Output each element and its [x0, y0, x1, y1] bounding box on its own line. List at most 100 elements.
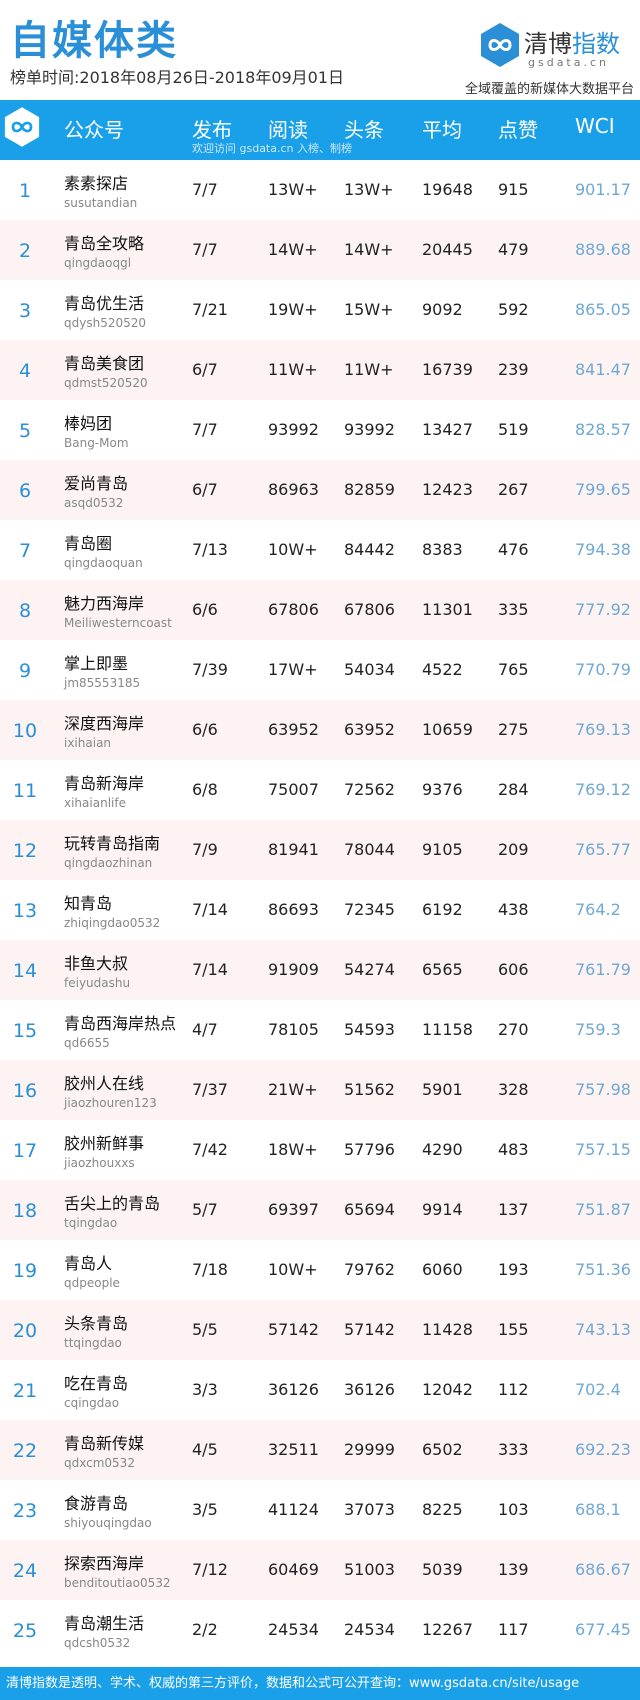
publish-count: 7/7	[192, 240, 218, 259]
headline-read: 82859	[344, 480, 395, 499]
average-read: 12267	[422, 1620, 473, 1639]
rank-number: 17	[12, 1140, 38, 1162]
account-name[interactable]: 非鱼大叔	[64, 954, 129, 973]
headline-read: 51562	[344, 1080, 395, 1099]
publish-count: 7/21	[192, 300, 228, 319]
headline-read: 65694	[344, 1200, 395, 1219]
account-name[interactable]: 青岛潮生活	[64, 1614, 145, 1633]
rank-number: 11	[12, 780, 38, 802]
table-row[interactable]: 3 青岛优生活 qdysh520520 7/21 19W+ 15W+ 9092 592 865.…	[0, 280, 640, 340]
account-name[interactable]: 棒妈团	[64, 414, 113, 433]
account-id: susutandian	[64, 196, 138, 210]
table-row[interactable]: 10 深度西海岸 ixihaian 6/6 63952 63952 10659 275 769.…	[0, 700, 640, 760]
account-name[interactable]: 青岛圈	[64, 534, 113, 553]
account-name[interactable]: 素素探店	[64, 174, 129, 193]
table-row[interactable]: 1 素素探店 susutandian 7/7 13W+ 13W+ 19648 915 901.1…	[0, 160, 640, 220]
account-name[interactable]: 青岛优生活	[64, 294, 145, 313]
like-count: 915	[498, 180, 529, 199]
brand-logo[interactable]: 清博指数 gsdata.cn	[480, 22, 630, 72]
account-name[interactable]: 探索西海岸	[64, 1554, 145, 1573]
account-name[interactable]: 头条青岛	[64, 1314, 129, 1333]
account-name[interactable]: 青岛新传媒	[64, 1434, 145, 1453]
table-row[interactable]: 22 青岛新传媒 qdxcm0532 4/5 32511 29999 6502 333 692.…	[0, 1420, 640, 1480]
account-name[interactable]: 青岛人	[64, 1254, 113, 1273]
table-row[interactable]: 18 舌尖上的青岛 tqingdao 5/7 69397 65694 9914 137 751.…	[0, 1180, 640, 1240]
publish-count: 4/5	[192, 1440, 218, 1459]
infinity-logo-icon	[4, 107, 40, 147]
account-name[interactable]: 青岛全攻略	[64, 234, 145, 253]
table-row[interactable]: 25 青岛潮生活 qdcsh0532 2/2 24534 24534 12267 117 677…	[0, 1600, 640, 1660]
account-name[interactable]: 爱尚青岛	[64, 474, 129, 493]
account-id: Meiliwesterncoast	[64, 616, 172, 630]
table-row[interactable]: 24 探索西海岸 benditoutiao0532 7/12 60469 51003 503…	[0, 1540, 640, 1600]
table-row[interactable]: 21 吃在青岛 cqingdao 3/3 36126 36126 12042 112 702.4	[0, 1360, 640, 1420]
table-row[interactable]: 4 青岛美食团 qdmst520520 6/7 11W+ 11W+ 16739 239 841.…	[0, 340, 640, 400]
page-title: 自媒体类	[10, 18, 178, 64]
account-id: feiyudashu	[64, 976, 131, 990]
table-row[interactable]: 11 青岛新海岸 xihaianlife 6/8 75007 72562 9376 284 76…	[0, 760, 640, 820]
read-count: 93992	[268, 420, 319, 439]
account-name[interactable]: 胶州新鲜事	[64, 1134, 145, 1153]
average-read: 6565	[422, 960, 463, 979]
table-row[interactable]: 5 棒妈团 Bang-Mom 7/7 93992 93992 13427 519 828.57	[0, 400, 640, 460]
account-name[interactable]: 胶州人在线	[64, 1074, 145, 1093]
publish-count: 4/7	[192, 1020, 218, 1039]
average-read: 6502	[422, 1440, 463, 1459]
read-count: 78105	[268, 1020, 319, 1039]
average-read: 11158	[422, 1020, 473, 1039]
rank-number: 3	[18, 300, 32, 322]
wci-score: 865.05	[575, 300, 631, 319]
account-name[interactable]: 掌上即墨	[64, 654, 129, 673]
table-row[interactable]: 6 爱尚青岛 asqd0532 6/7 86963 82859 12423 267 799.65	[0, 460, 640, 520]
column-header-headline: 头条	[344, 118, 384, 142]
wci-score: 777.92	[575, 600, 631, 619]
account-id: asqd0532	[64, 496, 124, 510]
account-name[interactable]: 青岛美食团	[64, 354, 145, 373]
read-count: 81941	[268, 840, 319, 859]
table-row[interactable]: 16 胶州人在线 jiaozhouren123 7/37 21W+ 51562 5901 32…	[0, 1060, 640, 1120]
wci-score: 765.77	[575, 840, 631, 859]
read-count: 75007	[268, 780, 319, 799]
account-name[interactable]: 青岛新海岸	[64, 774, 145, 793]
average-read: 11301	[422, 600, 473, 619]
table-row[interactable]: 19 青岛人 qdpeople 7/18 10W+ 79762 6060 193 751.36	[0, 1240, 640, 1300]
wci-score: 794.38	[575, 540, 631, 559]
table-row[interactable]: 15 青岛西海岸热点 qd6655 4/7 78105 54593 11158 270 759.…	[0, 1000, 640, 1060]
account-name[interactable]: 吃在青岛	[64, 1374, 129, 1393]
average-read: 13427	[422, 420, 473, 439]
table-row[interactable]: 23 食游青岛 shiyouqingdao 3/5 41124 37073 8225 103 6…	[0, 1480, 640, 1540]
headline-read: 93992	[344, 420, 395, 439]
like-count: 117	[498, 1620, 529, 1639]
table-row[interactable]: 14 非鱼大叔 feiyudashu 7/14 91909 54274 6565 606 761…	[0, 940, 640, 1000]
account-name[interactable]: 魅力西海岸	[64, 594, 145, 613]
wci-score: 769.12	[575, 780, 631, 799]
headline-read: 51003	[344, 1560, 395, 1579]
account-name[interactable]: 玩转青岛指南	[64, 834, 161, 853]
brand-prefix: 清博	[524, 30, 572, 58]
table-row[interactable]: 2 青岛全攻略 qingdaoqgl 7/7 14W+ 14W+ 20445 479 889.6…	[0, 220, 640, 280]
account-id: cqingdao	[64, 1396, 120, 1410]
account-name[interactable]: 深度西海岸	[64, 714, 145, 733]
table-row[interactable]: 13 知青岛 zhiqingdao0532 7/14 86693 72345 6192 438…	[0, 880, 640, 940]
table-row[interactable]: 17 胶州新鲜事 jiaozhouxxs 7/42 18W+ 57796 4290 483 75…	[0, 1120, 640, 1180]
table-row[interactable]: 20 头条青岛 ttqingdao 5/5 57142 57142 11428 155 743.…	[0, 1300, 640, 1360]
wci-score: 759.3	[575, 1020, 621, 1039]
table-row[interactable]: 7 青岛圈 qingdaoquan 7/13 10W+ 84442 8383 476 794.3…	[0, 520, 640, 580]
account-name[interactable]: 青岛西海岸热点	[64, 1014, 177, 1033]
average-read: 6060	[422, 1260, 463, 1279]
publish-count: 7/14	[192, 900, 228, 919]
account-name[interactable]: 舌尖上的青岛	[64, 1194, 161, 1213]
table-row[interactable]: 8 魅力西海岸 Meiliwesterncoast 6/6 67806 67806 1130…	[0, 580, 640, 640]
headline-read: 84442	[344, 540, 395, 559]
table-row[interactable]: 12 玩转青岛指南 qingdaozhinan 7/9 81941 78044 9105 20…	[0, 820, 640, 880]
account-name[interactable]: 食游青岛	[64, 1494, 129, 1513]
account-name[interactable]: 知青岛	[64, 894, 113, 913]
publish-count: 3/3	[192, 1380, 218, 1399]
column-header-publish: 发布	[192, 118, 232, 142]
average-read: 8225	[422, 1500, 463, 1519]
like-count: 483	[498, 1140, 529, 1159]
average-read: 8383	[422, 540, 463, 559]
table-row[interactable]: 9 掌上即墨 jm85553185 7/39 17W+ 54034 4522 765 770.7…	[0, 640, 640, 700]
account-id: xihaianlife	[64, 796, 126, 810]
publish-count: 7/14	[192, 960, 228, 979]
